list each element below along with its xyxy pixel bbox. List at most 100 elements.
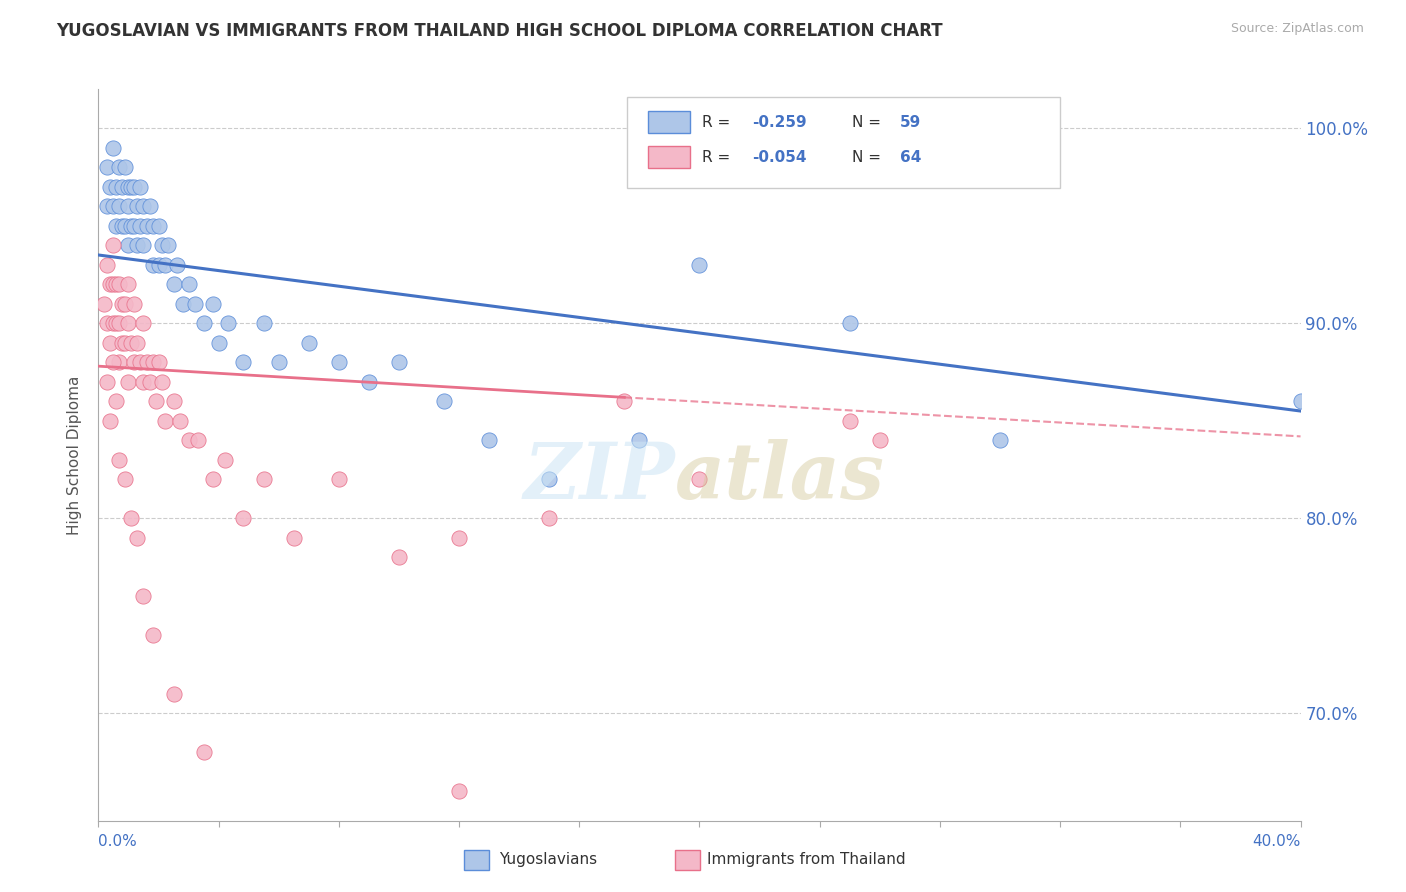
Point: [108, 199, 131, 213]
Point: [114, 472, 136, 486]
Point: [105, 219, 128, 233]
Point: [132, 375, 155, 389]
Point: [121, 335, 143, 350]
Point: [177, 277, 200, 292]
Point: [105, 394, 128, 409]
Point: [121, 219, 143, 233]
Point: [838, 316, 860, 330]
Bar: [464, 850, 489, 870]
Point: [148, 219, 170, 233]
Point: [628, 434, 651, 448]
Point: [96, 160, 118, 174]
Point: [103, 355, 125, 369]
Point: [103, 141, 125, 155]
Point: [538, 511, 561, 525]
Point: [117, 316, 139, 330]
Point: [114, 297, 136, 311]
Point: [93, 297, 115, 311]
Point: [169, 414, 191, 428]
Point: [183, 297, 205, 311]
Point: [132, 590, 155, 604]
Point: [208, 335, 231, 350]
Point: [111, 179, 134, 194]
Point: [145, 394, 167, 409]
Point: [869, 434, 891, 448]
Point: [689, 258, 711, 272]
Point: [108, 316, 131, 330]
Point: [111, 219, 134, 233]
Point: [105, 316, 128, 330]
Point: [111, 297, 134, 311]
FancyBboxPatch shape: [627, 96, 1060, 188]
Text: N =: N =: [852, 114, 886, 129]
Text: N =: N =: [852, 150, 886, 165]
Y-axis label: High School Diploma: High School Diploma: [67, 376, 83, 534]
Point: [253, 316, 276, 330]
Point: [201, 297, 224, 311]
Point: [298, 335, 321, 350]
Point: [108, 277, 131, 292]
Point: [135, 219, 157, 233]
Text: 0.0%: 0.0%: [98, 834, 138, 849]
Point: [117, 238, 139, 252]
Text: Source: ZipAtlas.com: Source: ZipAtlas.com: [1230, 22, 1364, 36]
Point: [201, 472, 224, 486]
Point: [148, 258, 170, 272]
Point: [129, 219, 152, 233]
Point: [127, 531, 149, 545]
Text: Yugoslavians: Yugoslavians: [499, 853, 598, 867]
Point: [100, 335, 122, 350]
Point: [162, 394, 184, 409]
Point: [100, 277, 122, 292]
Point: [214, 452, 236, 467]
Point: [447, 784, 470, 798]
Text: Immigrants from Thailand: Immigrants from Thailand: [707, 853, 905, 867]
Point: [124, 355, 146, 369]
Point: [124, 179, 146, 194]
Point: [108, 452, 131, 467]
Text: -0.259: -0.259: [752, 114, 807, 129]
Point: [127, 199, 149, 213]
Point: [193, 316, 215, 330]
Point: [132, 316, 155, 330]
Point: [100, 414, 122, 428]
Point: [129, 355, 152, 369]
Point: [96, 199, 118, 213]
Point: [166, 258, 188, 272]
Point: [253, 472, 276, 486]
Point: [388, 550, 411, 565]
Point: [127, 335, 149, 350]
Point: [141, 219, 163, 233]
Point: [114, 219, 136, 233]
Point: [105, 277, 128, 292]
Point: [232, 511, 254, 525]
Bar: [648, 112, 690, 133]
Point: [162, 687, 184, 701]
Point: [117, 199, 139, 213]
Point: [117, 179, 139, 194]
Point: [153, 258, 176, 272]
Text: atlas: atlas: [675, 439, 886, 515]
Point: [478, 434, 501, 448]
Point: [132, 238, 155, 252]
Point: [96, 316, 118, 330]
Point: [135, 355, 157, 369]
Point: [141, 628, 163, 642]
Point: [124, 297, 146, 311]
Point: [96, 258, 118, 272]
Point: [108, 355, 131, 369]
Point: [141, 355, 163, 369]
Point: [187, 434, 209, 448]
Point: [328, 355, 350, 369]
Point: [156, 238, 179, 252]
Text: R =: R =: [702, 114, 735, 129]
Text: 40.0%: 40.0%: [1253, 834, 1301, 849]
Bar: [675, 850, 700, 870]
Text: R =: R =: [702, 150, 735, 165]
Point: [105, 179, 128, 194]
Point: [103, 238, 125, 252]
Point: [177, 434, 200, 448]
Text: 59: 59: [900, 114, 921, 129]
Point: [103, 277, 125, 292]
Bar: [648, 146, 690, 169]
